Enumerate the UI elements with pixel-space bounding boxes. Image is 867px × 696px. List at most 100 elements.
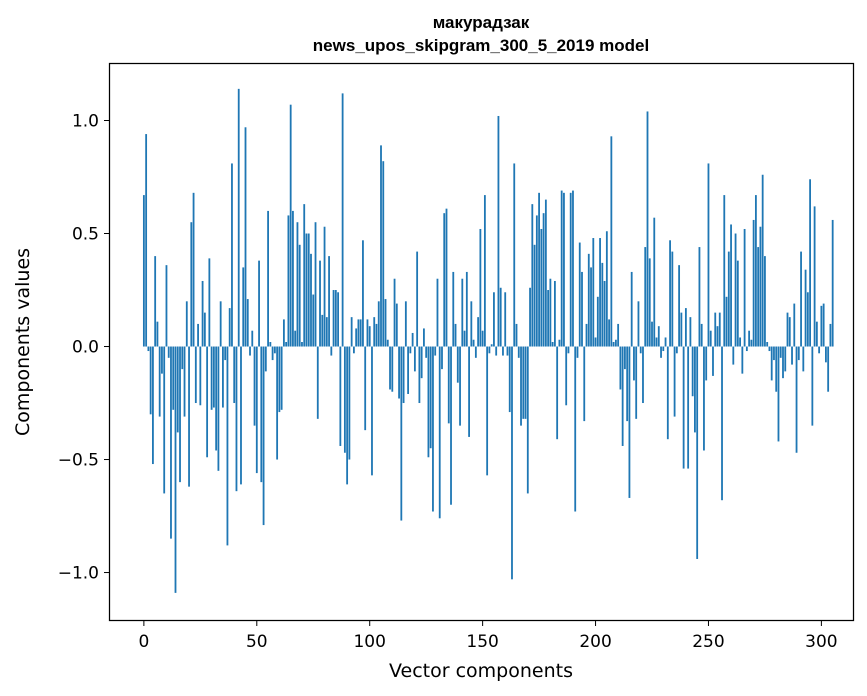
bar <box>538 192 540 347</box>
bar <box>673 346 676 417</box>
x-tick-label: 300 <box>805 632 837 652</box>
bar <box>727 251 730 347</box>
bar <box>470 301 473 347</box>
bar <box>233 346 236 404</box>
bar <box>303 204 306 347</box>
bar <box>152 346 154 465</box>
bar <box>820 305 823 347</box>
bar <box>508 346 511 413</box>
bar <box>208 258 211 347</box>
bar <box>587 253 590 347</box>
bar <box>721 346 723 501</box>
bar <box>736 260 739 347</box>
bar <box>590 267 592 347</box>
bar <box>553 280 556 347</box>
bar <box>368 326 371 347</box>
bar <box>418 346 421 404</box>
bar <box>438 346 441 519</box>
chart-subtitle: news_upos_skipgram_300_5_2019 model <box>313 36 649 55</box>
bar <box>292 210 294 347</box>
bar <box>231 163 233 347</box>
bar <box>757 247 760 347</box>
y-tick-label: −1.0 <box>58 564 99 584</box>
bar <box>348 346 351 460</box>
bar <box>578 242 581 347</box>
bar <box>671 251 674 347</box>
bar <box>515 323 518 347</box>
bar <box>581 271 583 347</box>
bar <box>174 346 177 593</box>
bar <box>678 265 681 347</box>
bar <box>416 251 419 347</box>
bar <box>560 190 563 347</box>
bar <box>743 228 746 347</box>
bar <box>770 346 773 381</box>
bar <box>829 323 832 347</box>
bar <box>725 296 728 347</box>
bar <box>330 346 333 356</box>
bar <box>450 346 452 505</box>
bar <box>244 127 247 347</box>
bar <box>273 346 276 354</box>
x-tick-label: 250 <box>692 632 724 652</box>
bar <box>280 346 283 410</box>
bar <box>535 215 538 347</box>
x-tick-label: 150 <box>466 632 498 652</box>
bar <box>183 346 186 417</box>
bar <box>285 342 288 347</box>
bar <box>246 299 249 347</box>
bar <box>642 346 644 404</box>
bar <box>766 342 769 347</box>
bar <box>176 346 179 433</box>
x-tick-label: 50 <box>246 632 268 652</box>
bar <box>775 346 778 392</box>
bar <box>429 346 432 449</box>
bar <box>495 346 498 356</box>
bar <box>700 323 703 347</box>
bar <box>219 301 222 347</box>
bar <box>282 319 285 347</box>
bar <box>624 346 626 370</box>
bar <box>212 346 215 408</box>
y-axis-label: Components values <box>12 248 34 436</box>
bar <box>513 163 516 347</box>
bar <box>145 134 148 347</box>
bar <box>441 346 443 370</box>
bar <box>635 346 638 419</box>
chart-title: макурадзак <box>433 13 530 32</box>
bar <box>161 346 163 374</box>
bar <box>547 290 550 347</box>
bar <box>407 346 410 394</box>
bar <box>452 271 455 347</box>
bar <box>190 222 193 347</box>
bar <box>567 346 570 354</box>
bar <box>472 339 475 347</box>
bar <box>474 346 477 358</box>
bar <box>350 317 353 347</box>
bar <box>707 163 710 347</box>
bar <box>411 332 414 347</box>
bar <box>296 222 299 347</box>
bar <box>269 342 272 347</box>
bar <box>703 346 705 451</box>
bar <box>377 301 380 347</box>
bar <box>188 346 190 487</box>
bar <box>355 328 358 347</box>
bar <box>529 287 531 347</box>
bar <box>601 262 604 347</box>
bar <box>565 346 568 406</box>
bar <box>806 292 809 347</box>
bar <box>520 346 522 426</box>
bar <box>314 222 317 347</box>
bar <box>662 346 665 352</box>
bar <box>465 271 468 347</box>
bar <box>723 195 726 347</box>
bar <box>517 346 520 358</box>
bar <box>364 346 367 431</box>
bar <box>748 330 751 347</box>
bar <box>343 346 346 453</box>
bar <box>400 346 403 521</box>
bar <box>522 346 525 419</box>
bar <box>793 303 796 347</box>
